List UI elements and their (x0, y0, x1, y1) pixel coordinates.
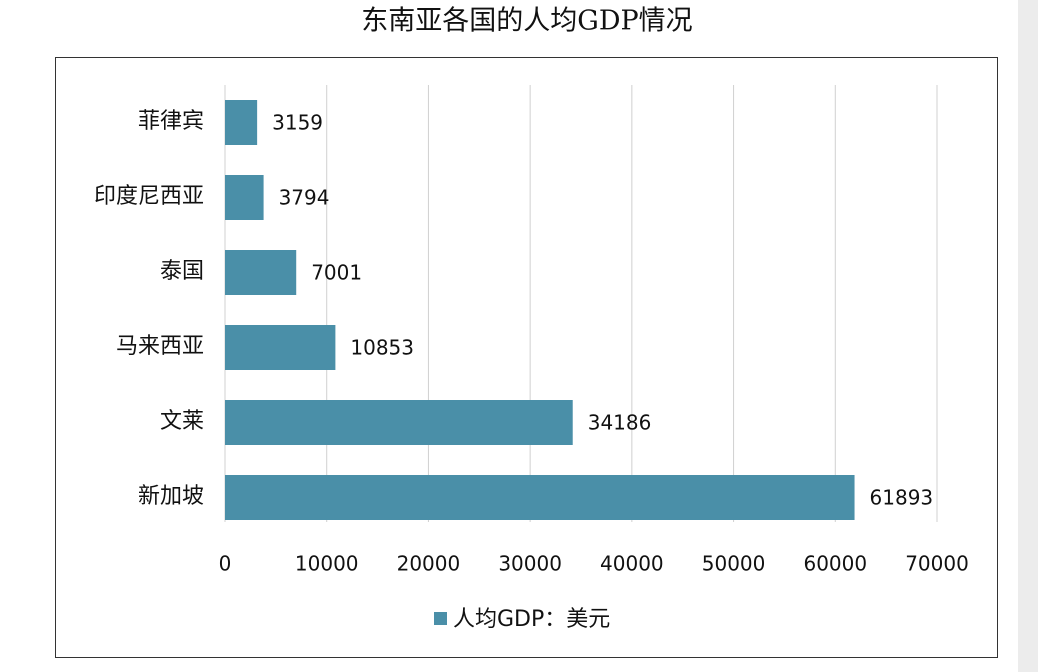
x-tick-label: 50000 (702, 552, 766, 576)
y-tick-label: 印度尼西亚 (94, 184, 204, 209)
bar (225, 250, 297, 295)
data-label: 34186 (588, 411, 652, 435)
data-label: 10853 (350, 336, 414, 360)
y-tick-label: 文莱 (160, 409, 204, 434)
y-tick-label: 新加坡 (138, 484, 204, 509)
y-tick-label: 菲律宾 (138, 109, 204, 134)
x-tick-label: 0 (219, 552, 232, 576)
bar (225, 175, 264, 220)
x-tick-label: 10000 (295, 552, 359, 576)
x-tick-label: 20000 (397, 552, 461, 576)
x-tick-label: 40000 (600, 552, 664, 576)
legend-swatch (434, 612, 447, 625)
data-label: 3794 (279, 186, 330, 210)
bar (225, 325, 336, 370)
x-tick-label: 60000 (803, 552, 867, 576)
y-tick-label: 泰国 (160, 259, 204, 284)
bar (225, 400, 573, 445)
chart-frame (55, 57, 998, 658)
y-tick-label: 马来西亚 (116, 334, 204, 359)
data-label: 3159 (272, 111, 323, 135)
data-label: 7001 (311, 261, 362, 285)
bar (225, 100, 258, 145)
chart-title: 东南亚各国的人均GDP情况 (361, 6, 692, 37)
x-tick-label: 70000 (905, 552, 969, 576)
legend-label: 人均GDP：美元 (453, 607, 610, 632)
side-strip (1018, 0, 1038, 672)
x-tick-label: 30000 (498, 552, 562, 576)
bar (225, 475, 855, 520)
data-label: 61893 (870, 486, 934, 510)
